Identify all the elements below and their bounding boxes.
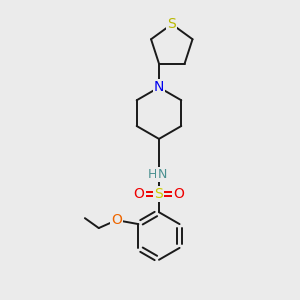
Text: H: H bbox=[147, 168, 157, 181]
Text: O: O bbox=[134, 188, 145, 201]
Text: N: N bbox=[154, 80, 164, 94]
Text: N: N bbox=[157, 168, 167, 181]
Text: O: O bbox=[173, 188, 184, 201]
Text: S: S bbox=[167, 17, 176, 31]
Text: S: S bbox=[154, 188, 164, 201]
Text: O: O bbox=[111, 213, 122, 227]
